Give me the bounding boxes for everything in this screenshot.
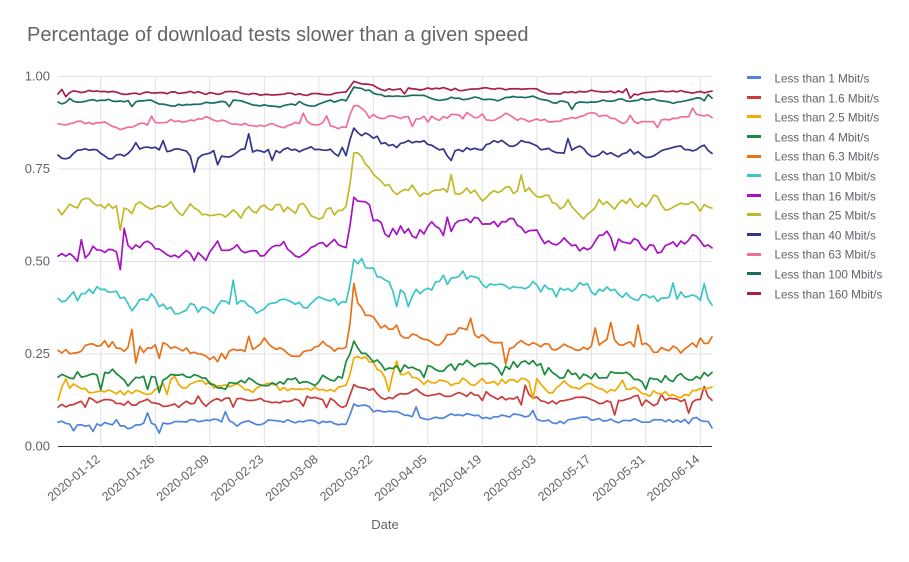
svg-text:0.00: 0.00 [25,439,50,454]
svg-text:0.75: 0.75 [25,161,50,176]
svg-text:2020-02-09: 2020-02-09 [154,452,212,504]
svg-text:2020-03-22: 2020-03-22 [317,452,375,504]
svg-text:0.25: 0.25 [25,346,50,361]
svg-text:2020-03-08: 2020-03-08 [263,452,321,504]
svg-text:2020-01-26: 2020-01-26 [99,452,157,504]
svg-text:2020-04-05: 2020-04-05 [372,452,430,504]
svg-text:2020-06-14: 2020-06-14 [644,452,702,504]
svg-text:2020-02-23: 2020-02-23 [208,452,266,504]
svg-text:2020-05-17: 2020-05-17 [535,452,593,504]
svg-text:2020-05-31: 2020-05-31 [590,452,648,504]
svg-text:2020-04-19: 2020-04-19 [426,452,484,504]
svg-text:1.00: 1.00 [25,69,50,84]
svg-text:2020-05-03: 2020-05-03 [481,452,539,504]
svg-text:0.50: 0.50 [25,254,50,269]
svg-text:2020-01-12: 2020-01-12 [45,452,103,504]
